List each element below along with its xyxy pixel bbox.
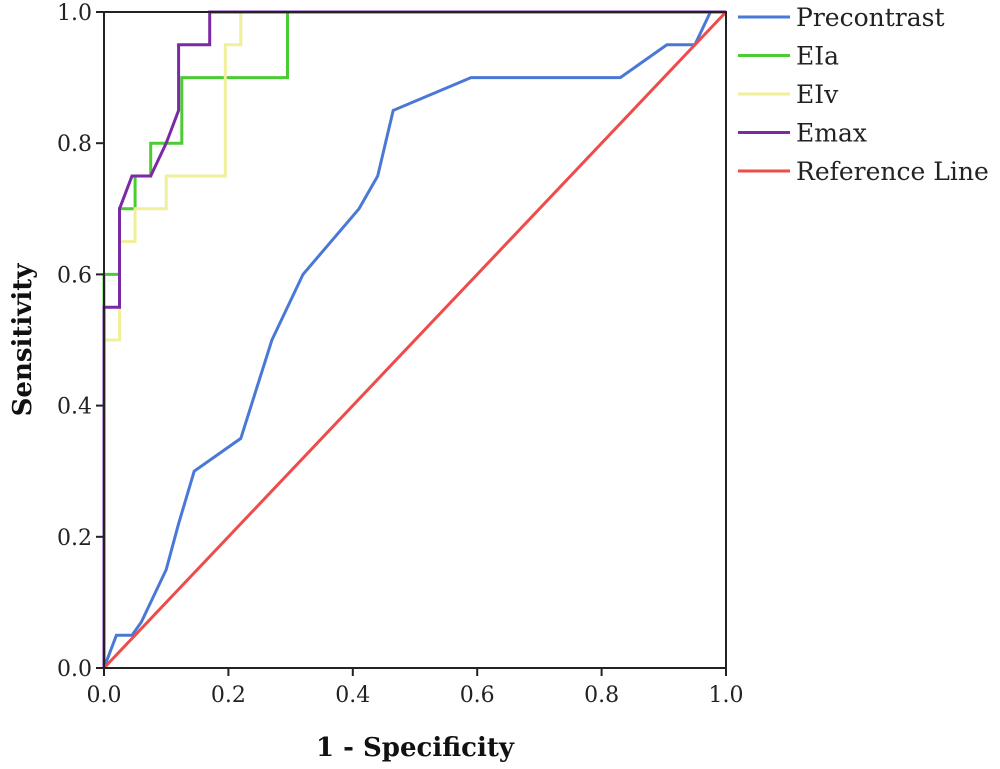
y-axis-title: Sensitivity — [8, 263, 38, 417]
x-tick-label: 0.6 — [460, 683, 495, 708]
x-tick-label: 1.0 — [709, 683, 744, 708]
plot-lines — [102, 10, 728, 670]
series-line-reference-line — [102, 10, 728, 670]
y-tick-label: 0.8 — [57, 132, 92, 157]
legend: Precontrast EIa EIv Emax Reference Line — [738, 3, 989, 186]
legend-label: EIv — [796, 80, 839, 109]
y-axis-ticks: 0.0 0.2 0.4 0.6 0.8 1.0 — [57, 1, 104, 682]
x-tick-label: 0.4 — [335, 683, 370, 708]
x-tick-label: 0.8 — [584, 683, 619, 708]
plot-frame — [103, 11, 727, 669]
x-tick-label: 0.2 — [211, 683, 246, 708]
legend-label: Emax — [796, 119, 867, 148]
x-tick-label: 0.0 — [87, 683, 122, 708]
x-axis-title: 1 - Specificity — [316, 733, 515, 763]
series-line-precontrast — [102, 11, 712, 669]
legend-label: Precontrast — [796, 3, 945, 32]
legend-label: EIa — [796, 42, 839, 71]
legend-label: Reference Line — [796, 157, 989, 186]
y-tick-label: 0.0 — [57, 657, 92, 682]
series-line-eiv — [102, 10, 726, 668]
y-tick-label: 0.6 — [57, 263, 92, 288]
y-tick-label: 0.4 — [57, 395, 92, 420]
y-tick-label: 0.2 — [57, 526, 92, 551]
y-tick-label: 1.0 — [57, 1, 92, 26]
series-line-emax — [102, 10, 726, 668]
x-axis-ticks: 0.0 0.2 0.4 0.6 0.8 1.0 — [87, 668, 744, 708]
